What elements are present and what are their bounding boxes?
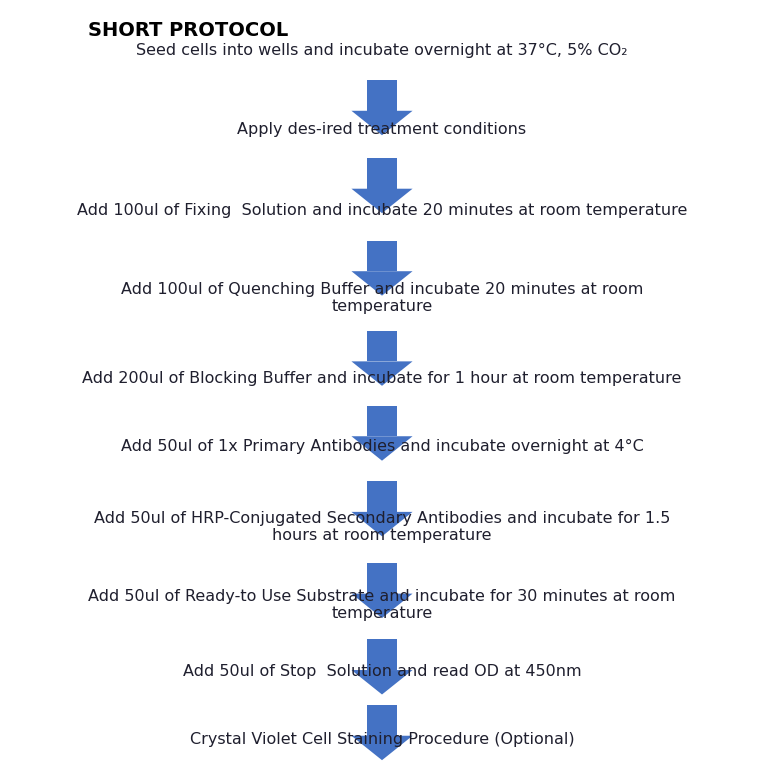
Text: Seed cells into wells and incubate overnight at 37°C, 5% CO₂: Seed cells into wells and incubate overn…: [136, 43, 628, 58]
Text: Add 50ul of HRP-Conjugated Secondary Antibodies and incubate for 1.5
hours at ro: Add 50ul of HRP-Conjugated Secondary Ant…: [94, 511, 670, 543]
Text: Add 100ul of Fixing  Solution and incubate 20 minutes at room temperature: Add 100ul of Fixing Solution and incubat…: [77, 203, 687, 219]
Text: Add 100ul of Quenching Buffer and incubate 20 minutes at room
temperature: Add 100ul of Quenching Buffer and incuba…: [121, 282, 643, 314]
Text: Add 50ul of 1x Primary Antibodies and incubate overnight at 4°C: Add 50ul of 1x Primary Antibodies and in…: [121, 439, 643, 455]
Bar: [367, 241, 397, 271]
Polygon shape: [351, 512, 413, 536]
Text: Crystal Violet Cell Staining Procedure (Optional): Crystal Violet Cell Staining Procedure (…: [189, 732, 575, 747]
Bar: [367, 406, 397, 436]
Bar: [367, 705, 397, 736]
Bar: [367, 481, 397, 512]
Polygon shape: [351, 736, 413, 760]
Text: Add 50ul of Stop  Solution and read OD at 450nm: Add 50ul of Stop Solution and read OD at…: [183, 664, 581, 679]
Text: Add 50ul of Ready-to Use Substrate and incubate for 30 minutes at room
temperatu: Add 50ul of Ready-to Use Substrate and i…: [89, 589, 675, 621]
Polygon shape: [351, 670, 413, 694]
Bar: [367, 80, 397, 111]
Polygon shape: [351, 271, 413, 296]
Bar: [367, 158, 397, 189]
Polygon shape: [351, 111, 413, 135]
Polygon shape: [351, 189, 413, 213]
Bar: [367, 331, 397, 361]
Polygon shape: [351, 436, 413, 461]
Polygon shape: [351, 361, 413, 386]
Text: Add 200ul of Blocking Buffer and incubate for 1 hour at room temperature: Add 200ul of Blocking Buffer and incubat…: [83, 371, 681, 387]
Text: Apply des­ired treatment conditions: Apply des­ired treatment conditions: [238, 121, 526, 137]
Text: SHORT PROTOCOL: SHORT PROTOCOL: [88, 21, 288, 40]
Polygon shape: [351, 594, 413, 618]
Bar: [367, 639, 397, 670]
Bar: [367, 563, 397, 594]
